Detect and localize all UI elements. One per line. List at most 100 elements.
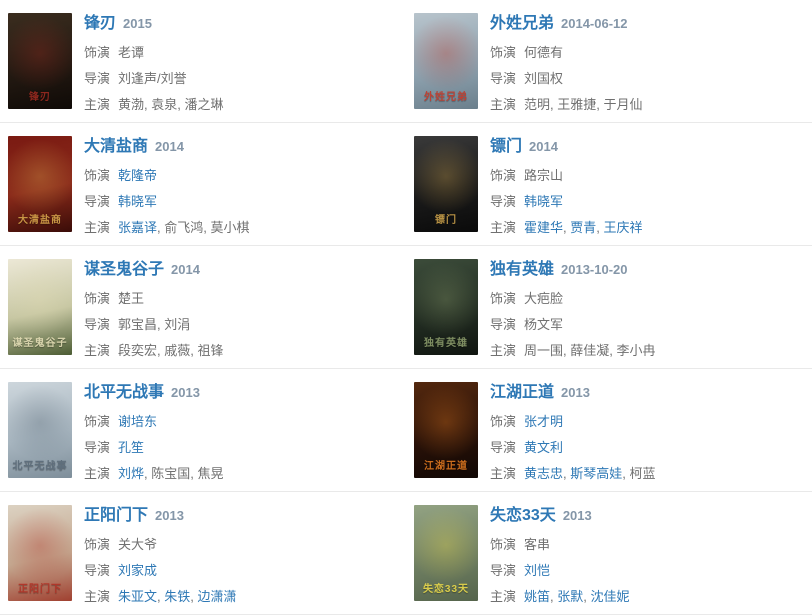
role-line: 饰演 谢培东 — [84, 409, 224, 435]
name-separator: , — [622, 466, 630, 481]
title-line: 镖门 2014 — [490, 137, 643, 158]
name-separator: , — [596, 97, 604, 112]
person-link[interactable]: 黄志忠 — [524, 466, 564, 481]
role-label: 主演 — [490, 97, 517, 112]
poster-title-text: 谋圣鬼谷子 — [12, 338, 68, 349]
poster-beipingwuzhanshi[interactable]: 北平无战事 — [8, 382, 72, 478]
person-link[interactable]: 黄文利 — [524, 440, 564, 455]
poster-biaomen[interactable]: 镖门 — [414, 136, 478, 232]
person-link[interactable]: 王庆祥 — [603, 220, 643, 235]
person-name: 薛佳凝 — [570, 343, 610, 358]
poster-zhengyangmenxia[interactable]: 正阳门下 — [8, 505, 72, 601]
person-link[interactable]: 朱铁 — [164, 589, 191, 604]
person-link[interactable]: 贾青 — [570, 220, 597, 235]
poster-title-text: 外姓兄弟 — [424, 92, 468, 103]
name-separator: , — [144, 97, 152, 112]
person-name: 何德有 — [524, 45, 564, 60]
movie-info: 北平无战事 2013 饰演 谢培东 导演 孔笙 主演 刘烨, 陈宝国, 焦晃 — [84, 383, 224, 487]
person-link[interactable]: 韩晓军 — [118, 194, 158, 209]
role-label: 饰演 — [84, 291, 111, 306]
person-name: 周一围 — [524, 343, 564, 358]
movie-title-link[interactable]: 大清盐商 — [84, 138, 149, 155]
person-link[interactable]: 霍建华 — [524, 220, 564, 235]
person-link[interactable]: 张嘉译 — [118, 220, 158, 235]
person-name: 袁泉 — [151, 97, 178, 112]
movie-title-link[interactable]: 独有英雄 — [490, 261, 555, 278]
person-link[interactable]: 韩晓军 — [524, 194, 564, 209]
title-line: 锋刃 2015 — [84, 14, 224, 35]
role-label: 主演 — [490, 466, 517, 481]
name-separator: , — [157, 589, 165, 604]
movie-title-link[interactable]: 镖门 — [490, 138, 523, 155]
person-name: 路宗山 — [524, 168, 564, 183]
name-separator: , — [157, 220, 165, 235]
name-separator: , — [190, 589, 198, 604]
movie-title-link[interactable]: 谋圣鬼谷子 — [84, 261, 165, 278]
movie-title-link[interactable]: 失恋33天 — [490, 507, 556, 524]
role-label: 导演 — [490, 194, 517, 209]
poster-duyouyingxiong[interactable]: 独有英雄 — [414, 259, 478, 355]
role-line: 主演 刘烨, 陈宝国, 焦晃 — [84, 461, 224, 487]
poster-jianghuzhengdao[interactable]: 江湖正道 — [414, 382, 478, 478]
role-label: 主演 — [84, 97, 111, 112]
role-line: 导演 韩晓军 — [84, 189, 250, 215]
person-link[interactable]: 谢培东 — [118, 414, 158, 429]
role-line: 主演 黄渤, 袁泉, 潘之琳 — [84, 92, 224, 118]
person-name: 段奕宏 — [118, 343, 158, 358]
person-link[interactable]: 斯琴高娃 — [570, 466, 623, 481]
movie-meta: 饰演 大疤脸 导演 杨文军 主演 周一围, 薛佳凝, 李小冉 — [490, 286, 656, 364]
movie-info: 锋刃 2015 饰演 老谭 导演 刘逢声/刘誉 主演 黄渤, 袁泉, 潘之琳 — [84, 14, 224, 118]
name-separator: , — [203, 220, 211, 235]
person-link[interactable]: 姚笛 — [524, 589, 551, 604]
person-link[interactable]: 刘家成 — [118, 563, 158, 578]
movie-year: 2013 — [561, 385, 590, 400]
poster-shilian33tian[interactable]: 失恋33天 — [414, 505, 478, 601]
title-line: 失恋33天 2013 — [490, 506, 630, 527]
person-link[interactable]: 边潇潇 — [197, 589, 237, 604]
movie-meta: 饰演 张才明 导演 黄文利 主演 黄志忠, 斯琴高娃, 柯蓝 — [490, 409, 656, 487]
movie-title-link[interactable]: 北平无战事 — [84, 384, 165, 401]
role-label: 饰演 — [84, 537, 111, 552]
person-link[interactable]: 乾隆帝 — [118, 168, 158, 183]
movie-meta: 饰演 楚王 导演 郭宝昌, 刘涓 主演 段奕宏, 戚薇, 祖锋 — [84, 286, 224, 364]
movie-title-link[interactable]: 江湖正道 — [490, 384, 555, 401]
role-label: 主演 — [490, 589, 517, 604]
person-link[interactable]: 孔笙 — [118, 440, 145, 455]
movie-title-link[interactable]: 正阳门下 — [84, 507, 149, 524]
person-link[interactable]: 沈佳妮 — [590, 589, 630, 604]
name-separator: , — [563, 466, 571, 481]
role-line: 饰演 老谭 — [84, 40, 224, 66]
movie-year: 2014-06-12 — [561, 16, 628, 31]
movie-title-link[interactable]: 锋刃 — [84, 15, 117, 32]
person-link[interactable]: 刘恺 — [524, 563, 551, 578]
name-separator: , — [190, 343, 198, 358]
poster-waixingxiongdi[interactable]: 外姓兄弟 — [414, 13, 478, 109]
movie-meta: 饰演 谢培东 导演 孔笙 主演 刘烨, 陈宝国, 焦晃 — [84, 409, 224, 487]
movie-title-link[interactable]: 外姓兄弟 — [490, 15, 555, 32]
movie-meta: 饰演 路宗山 导演 韩晓军 主演 霍建华, 贾青, 王庆祥 — [490, 163, 643, 241]
person-name: 焦晃 — [197, 466, 224, 481]
movie-year: 2013 — [155, 508, 184, 523]
movie-year: 2014 — [529, 139, 558, 154]
person-link[interactable]: 张才明 — [524, 414, 564, 429]
role-label: 导演 — [84, 563, 111, 578]
movie-meta: 饰演 关大爷 导演 刘家成 主演 朱亚文, 朱铁, 边潇潇 — [84, 532, 237, 610]
person-link[interactable]: 张默 — [557, 589, 584, 604]
role-label: 主演 — [84, 589, 111, 604]
role-label: 导演 — [84, 194, 111, 209]
person-name: 李小冉 — [616, 343, 656, 358]
role-label: 导演 — [84, 317, 111, 332]
person-link[interactable]: 朱亚文 — [118, 589, 158, 604]
movie-year: 2014 — [171, 262, 200, 277]
role-label: 饰演 — [84, 45, 111, 60]
poster-daqingyanshang[interactable]: 大清盐商 — [8, 136, 72, 232]
poster-title-text: 正阳门下 — [18, 584, 62, 595]
poster-moushengguiguzi[interactable]: 谋圣鬼谷子 — [8, 259, 72, 355]
poster-title-text: 大清盐商 — [18, 215, 62, 226]
movie-year: 2014 — [155, 139, 184, 154]
role-line: 饰演 张才明 — [490, 409, 656, 435]
name-separator: , — [550, 589, 558, 604]
person-link[interactable]: 刘烨 — [118, 466, 145, 481]
poster-fengren[interactable]: 锋刃 — [8, 13, 72, 109]
movie-meta: 饰演 客串 导演 刘恺 主演 姚笛, 张默, 沈佳妮 — [490, 532, 630, 610]
